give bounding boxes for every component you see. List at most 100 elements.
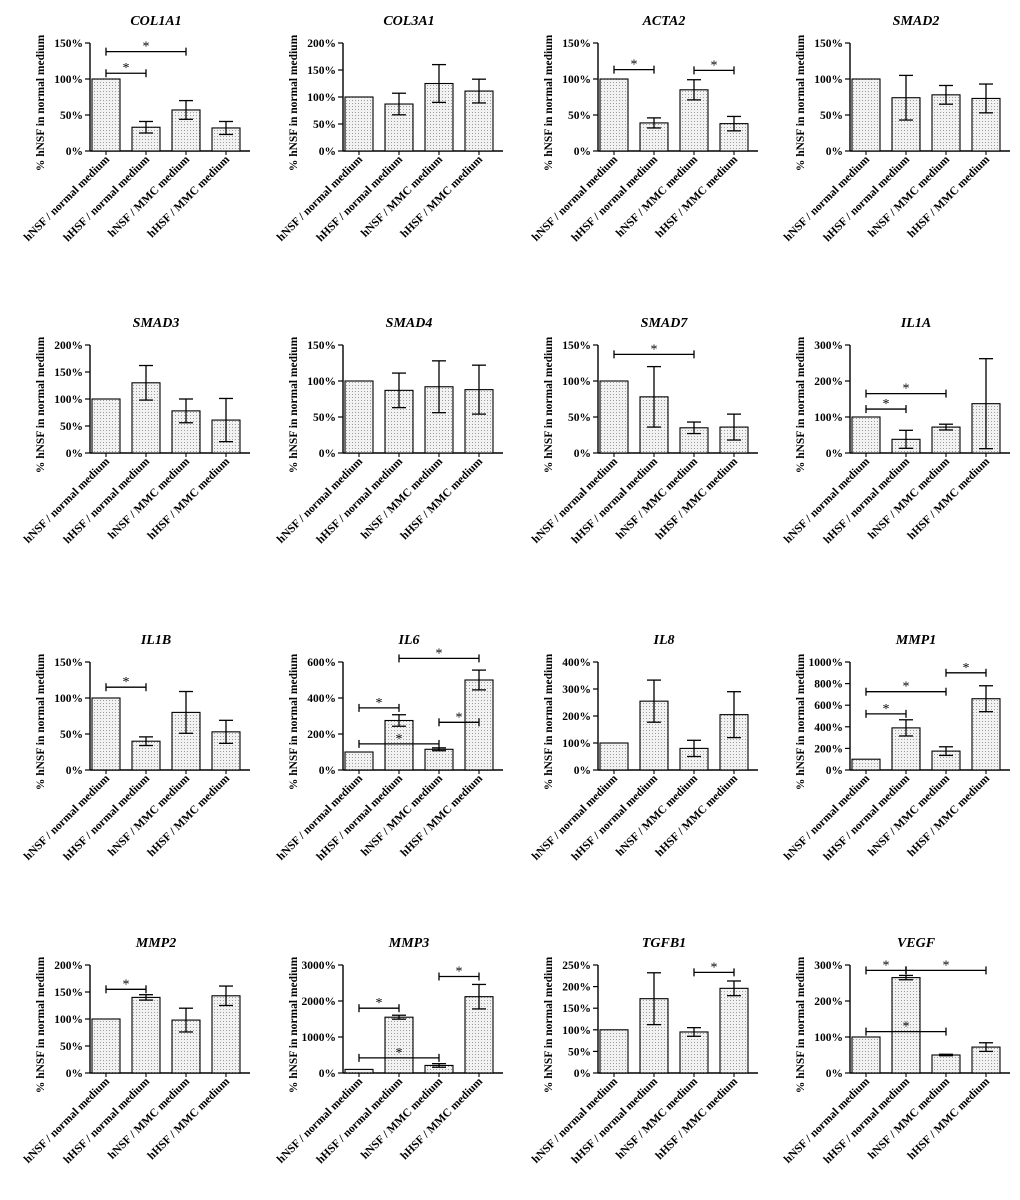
y-tick-label: 100%: [814, 412, 843, 424]
category-label: hHSF / MMC medium: [146, 455, 233, 542]
y-tick-label: 600%: [814, 700, 843, 712]
bar: [599, 78, 629, 152]
y-tick-label: 250%: [562, 960, 591, 972]
panel-title: IL1A: [900, 316, 931, 331]
panel-title: COL1A1: [130, 14, 181, 29]
category-label: hHSF / MMC medium: [654, 153, 741, 240]
panel-title: SMAD3: [133, 316, 180, 331]
y-tick-label: 150%: [54, 367, 83, 379]
y-tick-label: 0%: [574, 146, 591, 158]
significance-star: *: [883, 958, 890, 973]
y-tick-label: 200%: [307, 38, 336, 50]
panel-mmp2: MMP2 % hNSF in normal medium 0% 50% 100% 150%…: [22, 936, 250, 1166]
bar: [599, 1029, 629, 1074]
y-tick-label: 0%: [574, 448, 591, 460]
y-tick-label: 0%: [319, 1068, 336, 1080]
panel-title: IL1B: [140, 633, 171, 648]
significance-star: *: [903, 382, 910, 397]
bar: [851, 78, 881, 152]
panel-smad3: SMAD3 % hNSF in normal medium 0% 50% 100% 150…: [22, 316, 250, 546]
panel-smad2: SMAD2 % hNSF in normal medium 0% 50% 100% 150…: [782, 14, 1010, 244]
panel-col1a1: COL1A1 % hNSF in normal medium 0% 50% 100% 15…: [22, 14, 250, 244]
bar: [851, 416, 881, 454]
y-tick-label: 0%: [66, 448, 83, 460]
y-tick-label: 0%: [574, 1068, 591, 1080]
panel-title: SMAD4: [386, 316, 433, 331]
y-tick-label: 2000%: [302, 996, 337, 1008]
category-label: hHSF / MMC medium: [906, 772, 993, 859]
category-label: hHSF / MMC medium: [399, 455, 486, 542]
panel-title: VEGF: [897, 936, 936, 951]
y-tick-label: 200%: [54, 960, 83, 972]
bar: [851, 758, 881, 771]
significance-star: *: [631, 58, 638, 73]
significance-star: *: [903, 1020, 910, 1035]
y-tick-label: 0%: [319, 146, 336, 158]
y-tick-label: 1000%: [302, 1032, 337, 1044]
panel-title: IL8: [653, 633, 675, 648]
panel-title: MMP1: [895, 633, 936, 648]
y-axis-label: % hNSF in normal medium: [795, 336, 807, 473]
bar: [211, 995, 241, 1074]
bar: [131, 740, 161, 771]
bar: [384, 1016, 414, 1074]
y-tick-label: 300%: [814, 960, 843, 972]
y-tick-label: 100%: [562, 376, 591, 388]
category-label: hHSF / MMC medium: [399, 153, 486, 240]
category-label: hHSF / MMC medium: [146, 1075, 233, 1162]
y-tick-label: 150%: [814, 38, 843, 50]
panel-tgfb1: TGFB1 % hNSF in normal medium 0% 50% 100% 150…: [530, 936, 758, 1166]
bar: [599, 380, 629, 454]
significance-star: *: [143, 40, 150, 55]
y-tick-label: 400%: [814, 722, 843, 734]
y-axis-label: % hNSF in normal medium: [543, 34, 555, 171]
y-tick-label: 400%: [307, 693, 336, 705]
bar: [931, 426, 961, 454]
significance-star: *: [376, 696, 383, 711]
significance-star: *: [711, 58, 718, 73]
y-axis-label: % hNSF in normal medium: [288, 34, 300, 171]
y-tick-label: 1000%: [809, 657, 844, 669]
y-axis-label: % hNSF in normal medium: [543, 956, 555, 1093]
y-axis-label: % hNSF in normal medium: [288, 956, 300, 1093]
category-label: hHSF / MMC medium: [906, 1075, 993, 1162]
y-tick-label: 800%: [814, 679, 843, 691]
bar: [931, 1054, 961, 1074]
y-tick-label: 400%: [562, 657, 591, 669]
y-tick-label: 100%: [307, 376, 336, 388]
y-tick-label: 150%: [54, 38, 83, 50]
significance-star: *: [963, 661, 970, 676]
panel-acta2: ACTA2 % hNSF in normal medium 0% 50% 100% 150…: [530, 14, 758, 244]
panel-title: TGFB1: [642, 936, 686, 951]
y-tick-label: 0%: [66, 765, 83, 777]
significance-star: *: [456, 710, 463, 725]
y-tick-label: 150%: [54, 987, 83, 999]
y-axis-label: % hNSF in normal medium: [543, 336, 555, 473]
bar: [599, 742, 629, 771]
bar: [91, 398, 121, 454]
bar: [424, 386, 454, 454]
y-tick-label: 50%: [60, 421, 83, 433]
y-tick-label: 100%: [54, 1014, 83, 1026]
category-label: hHSF / MMC medium: [906, 153, 993, 240]
y-axis-label: % hNSF in normal medium: [35, 336, 47, 473]
significance-star: *: [123, 61, 130, 76]
y-tick-label: 0%: [826, 1068, 843, 1080]
significance-star: *: [123, 675, 130, 690]
y-tick-label: 50%: [60, 1041, 83, 1053]
category-label: hHSF / MMC medium: [654, 772, 741, 859]
bar: [344, 1068, 374, 1074]
bar: [91, 697, 121, 771]
y-tick-label: 100%: [562, 738, 591, 750]
y-tick-label: 200%: [562, 982, 591, 994]
panel-col3a1: COL3A1 % hNSF in normal medium 0% 50% 100% 15…: [275, 14, 503, 244]
significance-star: *: [396, 1046, 403, 1061]
category-label: hHSF / MMC medium: [399, 772, 486, 859]
y-tick-label: 150%: [307, 65, 336, 77]
y-axis-label: % hNSF in normal medium: [795, 956, 807, 1093]
y-tick-label: 200%: [54, 340, 83, 352]
y-tick-label: 150%: [562, 38, 591, 50]
y-tick-label: 100%: [562, 74, 591, 86]
bar: [91, 78, 121, 152]
